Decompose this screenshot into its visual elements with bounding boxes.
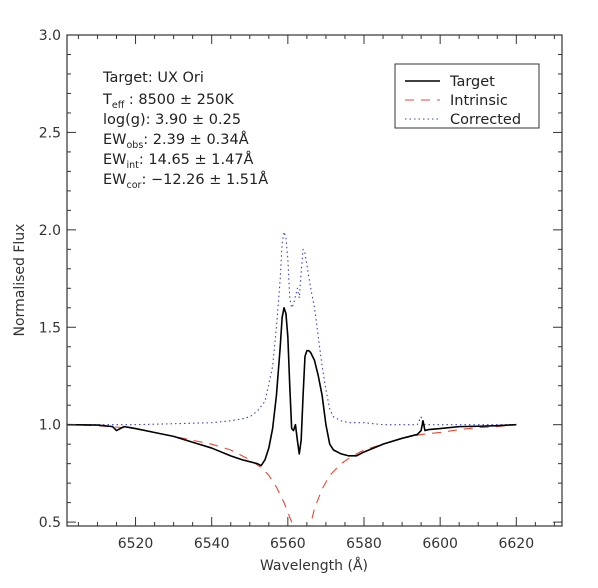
ew-obs-subscript: obs bbox=[127, 140, 144, 151]
ew-cor-label: EW bbox=[103, 172, 127, 188]
x-tick-label: 6620 bbox=[498, 536, 534, 552]
x-axis: 6520 6540 6560 6580 6600 6620 bbox=[77, 35, 555, 552]
teff-label: T bbox=[102, 92, 112, 108]
legend: Target Intrinsic Corrected bbox=[394, 63, 540, 129]
parameter-annotation: Target: UX Ori Teff : 8500 ± 250K log(g)… bbox=[102, 70, 268, 191]
logg-line: log(g): 3.90 ± 0.25 bbox=[103, 112, 241, 128]
y-tick-label: 1.0 bbox=[39, 418, 61, 434]
ew-int-line: EWint: 14.65 ± 1.47Å bbox=[103, 151, 254, 171]
ew-int-label: EW bbox=[103, 152, 127, 168]
teff-line: Teff : 8500 ± 250K bbox=[102, 92, 234, 111]
x-tick-label: 6600 bbox=[422, 536, 458, 552]
ew-int-value: : 14.65 ± 1.47Å bbox=[139, 151, 254, 168]
x-tick-label: 6560 bbox=[270, 536, 306, 552]
series-intrinsic-line bbox=[67, 424, 517, 526]
legend-label-target: Target bbox=[449, 74, 495, 90]
ew-obs-line: EWobs: 2.39 ± 0.34Å bbox=[103, 131, 249, 151]
x-tick-label: 6520 bbox=[118, 536, 154, 552]
legend-box bbox=[394, 63, 540, 129]
y-tick-label: 3.0 bbox=[39, 28, 61, 44]
legend-label-intrinsic: Intrinsic bbox=[450, 93, 508, 109]
y-tick-label: 1.5 bbox=[39, 320, 61, 336]
teff-value: : 8500 ± 250K bbox=[124, 92, 234, 108]
plot-frame bbox=[66, 34, 563, 527]
x-tick-label: 6580 bbox=[346, 536, 382, 552]
ew-cor-value: : −12.26 ± 1.51Å bbox=[141, 171, 268, 188]
series-target-line bbox=[67, 306, 517, 467]
y-tick-label: 0.5 bbox=[39, 515, 61, 531]
ew-int-subscript: int bbox=[127, 160, 140, 171]
series-group bbox=[67, 231, 517, 526]
y-tick-label: 2.5 bbox=[39, 125, 61, 141]
ew-cor-subscript: cor bbox=[127, 180, 142, 191]
legend-label-corrected: Corrected bbox=[450, 112, 521, 128]
y-tick-label: 2.0 bbox=[39, 223, 61, 239]
target-line: Target: UX Ori bbox=[102, 70, 204, 86]
ew-obs-label: EW bbox=[103, 132, 127, 148]
series-corrected-line bbox=[67, 231, 517, 426]
y-axis: 0.5 1.0 1.5 2.0 2.5 3.0 bbox=[39, 28, 562, 531]
x-tick-label: 6540 bbox=[194, 536, 230, 552]
teff-subscript: eff bbox=[112, 100, 125, 111]
x-axis-title: Wavelength (Å) bbox=[260, 557, 368, 574]
ew-obs-value: : 2.39 ± 0.34Å bbox=[143, 131, 248, 148]
ew-cor-line: EWcor: −12.26 ± 1.51Å bbox=[103, 171, 268, 191]
y-axis-title: Normalised Flux bbox=[12, 224, 28, 337]
